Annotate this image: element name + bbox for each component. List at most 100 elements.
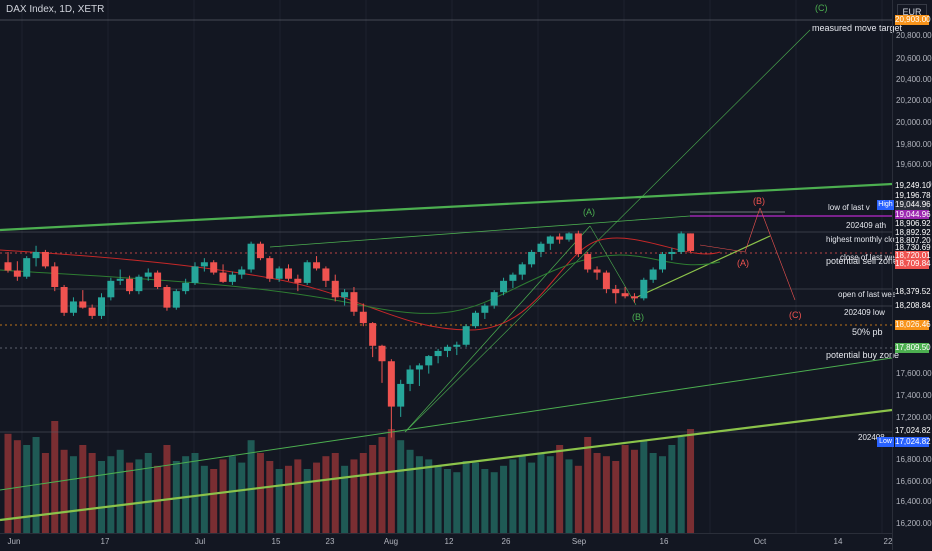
candle-body[interactable] [462, 326, 470, 345]
volume-bar [621, 445, 629, 533]
price-tag: 18,807.20 [895, 236, 931, 246]
moving-average-red[interactable] [0, 237, 721, 331]
time-axis[interactable] [0, 533, 892, 551]
candle-body[interactable] [238, 269, 246, 275]
candle-body[interactable] [313, 262, 321, 269]
candle-body[interactable] [144, 272, 152, 277]
candle-body[interactable] [518, 264, 526, 275]
candle-body[interactable] [163, 287, 171, 308]
candle-body[interactable] [369, 323, 377, 346]
candle-body[interactable] [472, 312, 479, 327]
trendline-rise[interactable] [404, 225, 591, 433]
trendline-upper-channel[interactable] [0, 182, 893, 232]
annotation-202409-low: 202409 low [844, 308, 885, 317]
candle-body[interactable] [154, 272, 162, 288]
trendline-mid-channel[interactable] [0, 357, 893, 491]
candle-body[interactable] [88, 307, 96, 316]
wave-b-leg[interactable] [589, 225, 637, 306]
candle-body[interactable] [668, 251, 676, 255]
candle-body[interactable] [51, 266, 59, 288]
trendline-lower-channel[interactable] [0, 408, 893, 522]
volume-bar [649, 453, 657, 533]
candle-body[interactable] [659, 254, 666, 270]
candle-body[interactable] [182, 282, 190, 292]
candle-body[interactable] [135, 276, 143, 292]
candle-body[interactable] [219, 272, 227, 282]
candle-body[interactable] [359, 311, 367, 324]
candle-body[interactable] [126, 278, 134, 292]
candle-body[interactable] [98, 297, 105, 316]
moving-average-green[interactable] [0, 254, 721, 314]
candle-body[interactable] [378, 345, 386, 362]
candle-body[interactable] [107, 280, 115, 298]
candle-body[interactable] [509, 274, 517, 281]
candle-body[interactable] [172, 291, 180, 308]
wave-red-leg-3[interactable] [759, 207, 796, 301]
candle-body[interactable] [434, 350, 442, 357]
candle-body[interactable] [79, 301, 87, 308]
candle-body[interactable] [60, 287, 68, 313]
candle-body[interactable] [256, 243, 264, 259]
volume-bar [4, 433, 12, 533]
candle-body[interactable] [116, 278, 124, 281]
trendline-top[interactable] [269, 215, 691, 248]
candle-body[interactable] [565, 233, 573, 240]
candle-body[interactable] [574, 233, 582, 255]
candle-body[interactable] [341, 292, 349, 298]
candle-body[interactable] [69, 301, 77, 313]
candle-body[interactable] [640, 279, 648, 299]
candle-body[interactable] [303, 262, 311, 283]
candle-body[interactable] [397, 383, 405, 407]
candle-body[interactable] [687, 233, 695, 251]
candle-body[interactable] [294, 278, 302, 283]
candle-body[interactable] [490, 292, 498, 306]
candle-body[interactable] [331, 280, 339, 298]
candle-body[interactable] [649, 269, 657, 280]
candle-body[interactable] [322, 268, 330, 281]
price-tick: 19,600.00 [896, 160, 932, 169]
volume-bar [88, 453, 96, 533]
volume-bar [60, 449, 68, 533]
candle-body[interactable] [32, 251, 40, 259]
candle-body[interactable] [425, 356, 433, 366]
candle-body[interactable] [621, 293, 629, 297]
wave-red-leg-2[interactable] [744, 207, 761, 253]
candle-body[interactable] [247, 243, 255, 270]
candle-body[interactable] [191, 266, 199, 283]
candle-body[interactable] [406, 369, 414, 384]
candle-body[interactable] [387, 361, 395, 407]
wave-red-leg-1[interactable] [699, 244, 746, 253]
price-tick: 20,000.00 [896, 118, 932, 127]
candle-body[interactable] [602, 272, 610, 290]
candle-body[interactable] [584, 254, 592, 270]
candle-body[interactable] [4, 262, 12, 271]
candle-body[interactable] [612, 289, 620, 294]
candle-body[interactable] [677, 233, 685, 252]
candle-body[interactable] [500, 280, 508, 293]
candle-body[interactable] [630, 296, 638, 299]
candle-body[interactable] [285, 268, 292, 279]
candle-body[interactable] [13, 270, 21, 277]
candle-body[interactable] [537, 243, 545, 252]
candle-body[interactable] [210, 262, 218, 273]
candle-body[interactable] [481, 305, 489, 313]
candle-body[interactable] [350, 292, 358, 312]
candle-body[interactable] [453, 344, 461, 347]
candle-body[interactable] [23, 258, 31, 277]
trendline-support[interactable] [634, 235, 771, 299]
candle-body[interactable] [200, 262, 208, 267]
trendline-measured-move[interactable] [404, 29, 811, 433]
candle-body[interactable] [546, 236, 554, 244]
candle-body[interactable] [275, 268, 283, 279]
candle-body[interactable] [528, 251, 536, 265]
candle-body[interactable] [228, 274, 236, 282]
candle-body[interactable] [415, 365, 423, 370]
candle-body[interactable] [593, 269, 601, 273]
candle-body[interactable] [41, 251, 49, 267]
date-tick: 12 [444, 537, 454, 546]
candle-body[interactable] [556, 236, 564, 240]
candle-body[interactable] [443, 346, 451, 351]
candle-body[interactable] [266, 258, 274, 279]
